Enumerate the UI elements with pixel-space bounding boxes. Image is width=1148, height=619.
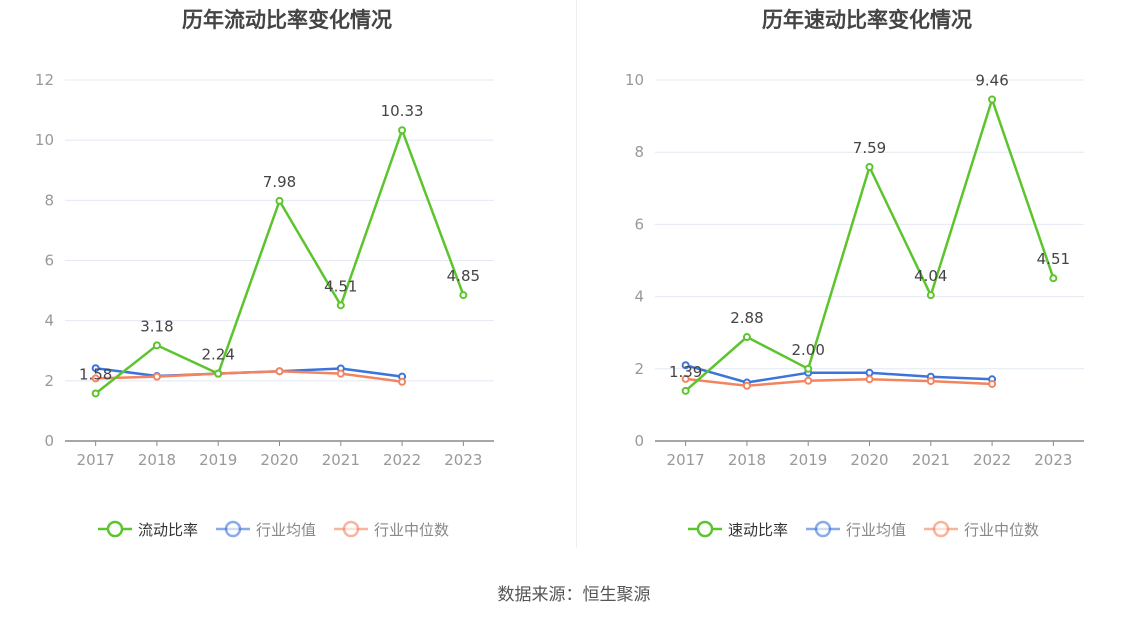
- y-tick-label: 6: [44, 252, 54, 270]
- data-point: [742, 381, 751, 390]
- data-point: [275, 196, 284, 205]
- data-label: 10.33: [381, 102, 424, 120]
- legend-label: 行业中位数: [374, 521, 449, 539]
- legend-label: 行业中位数: [964, 521, 1039, 539]
- legend-label: 流动比率: [138, 521, 198, 539]
- x-tick-label: 2019: [199, 451, 237, 469]
- y-tick-label: 10: [625, 71, 644, 89]
- data-point: [1049, 274, 1058, 283]
- data-label: 3.18: [140, 317, 173, 335]
- data-point: [865, 368, 874, 377]
- data-point: [214, 369, 223, 378]
- data-label: 4.04: [914, 267, 947, 285]
- chart-title: 历年流动比率变化情况: [182, 8, 392, 32]
- data-point: [152, 372, 161, 381]
- x-tick-label: 2021: [322, 451, 360, 469]
- data-point: [398, 377, 407, 386]
- data-point: [988, 95, 997, 104]
- data-point: [742, 333, 751, 342]
- x-tick-label: 2021: [912, 451, 950, 469]
- data-source-note: 数据来源：恒生聚源: [497, 585, 651, 605]
- data-point: [926, 291, 935, 300]
- data-point: [681, 386, 690, 395]
- data-label: 7.98: [263, 173, 296, 191]
- y-tick-label: 2: [44, 372, 54, 390]
- legend-item: 流动比率: [98, 520, 198, 539]
- y-tick-label: 0: [634, 432, 644, 450]
- data-label: 4.51: [1037, 250, 1070, 268]
- legend-marker: [696, 520, 714, 538]
- data-label: 1.39: [669, 363, 702, 381]
- x-tick-label: 2020: [850, 451, 888, 469]
- data-point: [681, 361, 690, 370]
- data-label: 4.85: [447, 267, 480, 285]
- series-line: [685, 377, 993, 388]
- y-tick-label: 8: [634, 143, 644, 161]
- current-ratio-chart: 历年流动比率变化情况 0 2 4 6 8 10 12 2017 2018 2019 2020 2021…: [0, 0, 574, 560]
- data-label: 4.51: [324, 277, 357, 295]
- data-point: [398, 126, 407, 135]
- legend-label: 行业均值: [256, 521, 316, 539]
- y-tick-label: 8: [44, 191, 54, 209]
- data-point: [336, 301, 345, 310]
- data-point: [91, 374, 100, 383]
- data-label: 2.24: [202, 346, 235, 364]
- data-point: [91, 364, 100, 373]
- legend-item: 速动比率: [688, 520, 788, 539]
- y-tick-label: 0: [44, 432, 54, 450]
- current-ratio-plot: 0 2 4 6 8 10 12 2017 2018 2019 2020 2021 2022 2023 1.5…: [35, 71, 494, 539]
- y-tick-label: 12: [35, 71, 54, 89]
- y-tick-label: 4: [44, 312, 54, 330]
- x-tick-label: 2018: [138, 451, 176, 469]
- data-point: [275, 367, 284, 376]
- data-point: [459, 291, 468, 300]
- x-tick-label: 2019: [789, 451, 827, 469]
- data-point: [865, 163, 874, 172]
- x-tick-label: 2018: [728, 451, 766, 469]
- data-point: [804, 376, 813, 385]
- y-tick-label: 6: [634, 215, 644, 233]
- data-point: [91, 389, 100, 398]
- quick-ratio-chart: 历年速动比率变化情况 0 2 4 6 8 10 2017 2018 2019 2020 2021 20…: [580, 0, 1148, 560]
- data-label: 2.88: [730, 309, 763, 327]
- data-label: 2.00: [792, 341, 825, 359]
- legend-marker: [106, 520, 124, 538]
- series-line: [685, 363, 993, 384]
- legend-item: 行业中位数: [334, 520, 449, 539]
- legend-label: 行业均值: [846, 521, 906, 539]
- legend-marker: [932, 520, 950, 538]
- legend-item: 行业中位数: [924, 520, 1039, 539]
- data-point: [926, 377, 935, 386]
- data-point: [152, 341, 161, 350]
- legend-item: 行业均值: [806, 520, 906, 539]
- data-point: [988, 379, 997, 388]
- legend-label: 速动比率: [728, 521, 788, 539]
- x-tick-label: 2023: [1034, 451, 1072, 469]
- x-tick-label: 2022: [973, 451, 1011, 469]
- legend-marker: [224, 520, 242, 538]
- x-tick-label: 2017: [77, 451, 115, 469]
- x-tick-label: 2022: [383, 451, 421, 469]
- legend-item: 行业均值: [216, 520, 316, 539]
- chart-title: 历年速动比率变化情况: [762, 8, 972, 32]
- series-line: [94, 128, 465, 395]
- data-point: [681, 374, 690, 383]
- panel-divider: [576, 0, 577, 548]
- series-line: [95, 369, 403, 383]
- legend-marker: [342, 520, 360, 538]
- data-label: 1.58: [79, 365, 112, 383]
- x-tick-label: 2017: [667, 451, 705, 469]
- data-point: [336, 369, 345, 378]
- x-tick-label: 2020: [260, 451, 298, 469]
- y-tick-label: 4: [634, 288, 644, 306]
- quick-ratio-plot: 0 2 4 6 8 10 2017 2018 2019 2020 2021 2022 2023 1.39 2…: [625, 71, 1084, 539]
- y-tick-label: 2: [634, 360, 644, 378]
- data-label: 9.46: [975, 71, 1008, 89]
- data-point: [804, 364, 813, 373]
- data-point: [865, 375, 874, 384]
- y-tick-label: 10: [35, 131, 54, 149]
- data-label: 7.59: [853, 139, 886, 157]
- legend-marker: [814, 520, 832, 538]
- x-tick-label: 2023: [444, 451, 482, 469]
